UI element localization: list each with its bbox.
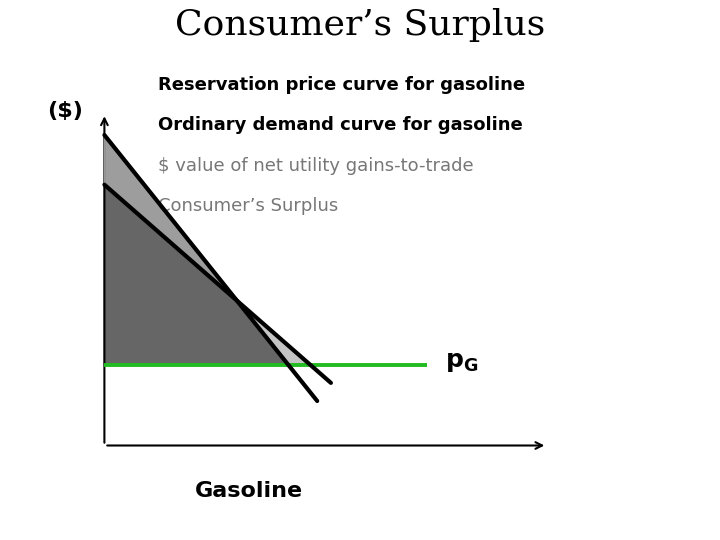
Text: Ordinary demand curve for gasoline: Ordinary demand curve for gasoline bbox=[158, 116, 523, 134]
Text: $ value of net utility gains-to-trade: $ value of net utility gains-to-trade bbox=[158, 157, 474, 174]
Text: Consumer’s Surplus: Consumer’s Surplus bbox=[158, 197, 338, 215]
Text: Consumer’s Surplus: Consumer’s Surplus bbox=[175, 8, 545, 42]
Text: ($): ($) bbox=[47, 102, 83, 122]
Text: $\mathbf{p_G}$: $\mathbf{p_G}$ bbox=[445, 350, 479, 374]
Text: Gasoline: Gasoline bbox=[195, 481, 303, 502]
Polygon shape bbox=[104, 135, 288, 365]
Polygon shape bbox=[104, 135, 310, 365]
Text: Reservation price curve for gasoline: Reservation price curve for gasoline bbox=[158, 76, 526, 93]
